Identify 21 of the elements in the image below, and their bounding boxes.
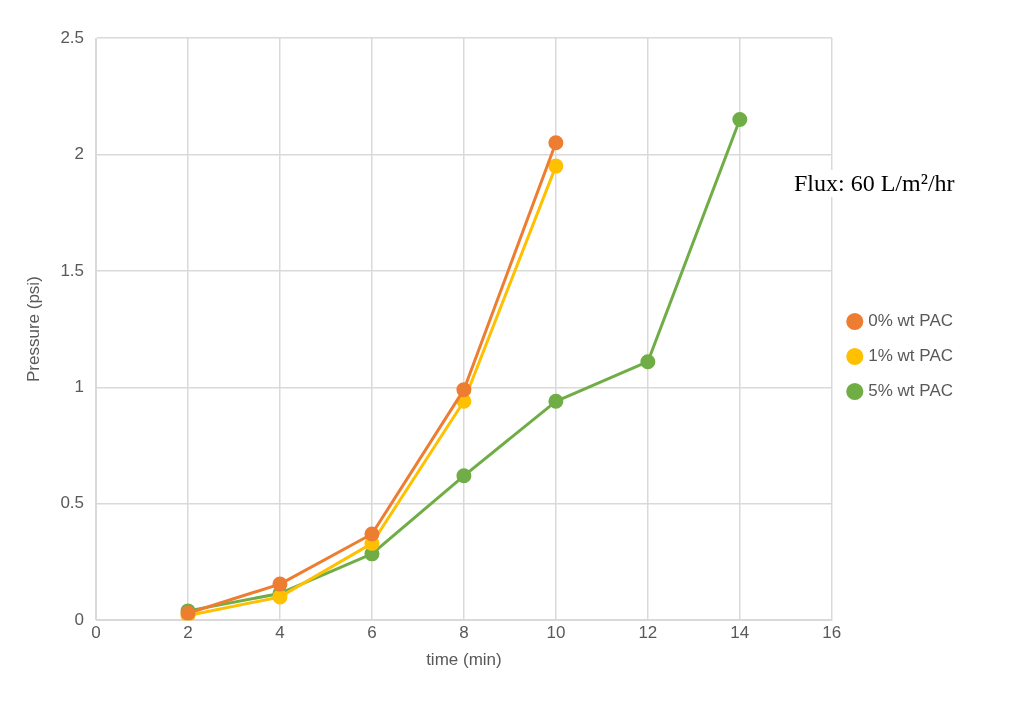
y-axis-title: Pressure (psi) [23, 276, 43, 383]
y-tick-label: 1.5 [60, 260, 85, 280]
x-tick-label: 6 [367, 623, 377, 643]
y-tick-label: 0 [74, 609, 85, 629]
x-tick-label: 16 [822, 623, 842, 643]
y-tick-label: 1 [74, 377, 85, 397]
x-tick-label: 10 [546, 623, 566, 643]
legend-label: 0% wt PAC [868, 311, 954, 331]
x-tick-label: 14 [730, 623, 750, 643]
annotation: Flux: 60 L/m²/hr [790, 170, 959, 197]
y-tick-label: 2.5 [60, 27, 85, 47]
x-tick-label: 8 [459, 623, 469, 643]
legend-label: 1% wt PAC [868, 346, 954, 366]
x-tick-label: 2 [183, 623, 193, 643]
y-tick-label: 2 [74, 144, 85, 164]
y-tick-label: 0.5 [60, 493, 85, 513]
x-tick-label: 0 [91, 623, 101, 643]
x-axis-title: time (min) [426, 650, 502, 670]
x-tick-label: 4 [275, 623, 285, 643]
legend-label: 5% wt PAC [868, 381, 954, 401]
x-tick-label: 12 [638, 623, 658, 643]
